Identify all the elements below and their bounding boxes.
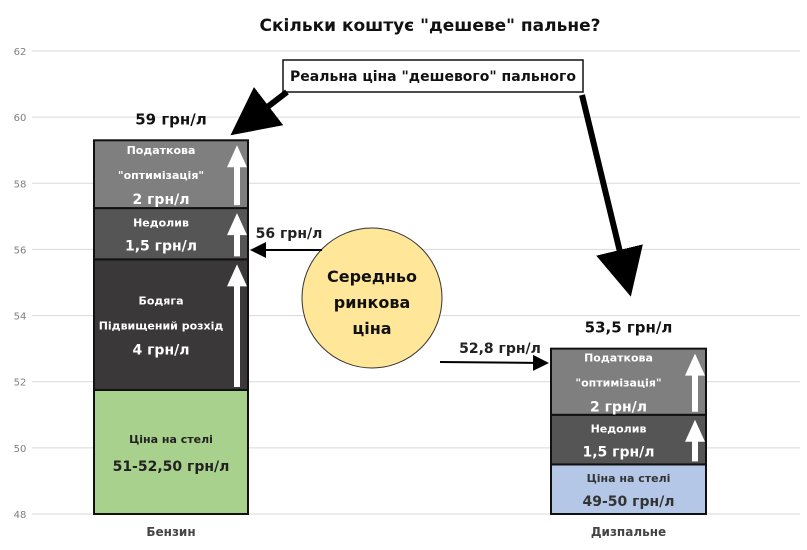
segment-label: Ціна на стелі <box>587 472 671 485</box>
y-tick-label: 48 <box>14 510 27 521</box>
segment-label: 51-52,50 грн/л <box>113 459 230 475</box>
up-arrow-icon <box>227 145 247 206</box>
segment-label: 1,5 грн/л <box>125 239 197 255</box>
circle-label: ринкова <box>334 293 411 312</box>
segment-label: Податкова <box>127 144 196 157</box>
segment-label: Ціна на стелі <box>129 433 213 446</box>
bar-segment <box>93 139 249 210</box>
chart-title: Скільки коштує "дешеве" пальне? <box>260 16 601 36</box>
bar-segment <box>550 413 707 466</box>
arrow-to-diesel <box>439 354 549 371</box>
segment-label: "оптимізація" <box>575 377 661 390</box>
segment-label: 2 грн/л <box>590 400 647 416</box>
x-category-label: Бензин <box>146 525 195 539</box>
segment-label: Податкова <box>584 352 653 365</box>
callout-box <box>282 59 584 93</box>
avg-diesel-label: 52,8 грн/л <box>459 341 541 357</box>
y-tick-label: 56 <box>14 245 27 256</box>
bar-segment <box>93 388 249 516</box>
x-category-label: Дизпальне <box>591 525 666 539</box>
y-tick-label: 50 <box>14 444 27 455</box>
segment-label: 49-50 грн/л <box>582 494 674 510</box>
bar-segment <box>93 258 249 391</box>
segment-label: Недолив <box>591 423 647 436</box>
market-price-circle <box>301 227 443 369</box>
bar-segment <box>550 347 707 416</box>
segment-label: 1,5 грн/л <box>582 445 654 461</box>
y-tick-label: 60 <box>14 113 27 124</box>
up-arrow-icon <box>685 419 705 462</box>
segment-label: "оптимізація" <box>118 169 204 182</box>
circle-label: Середньо <box>327 267 417 286</box>
circle-label: ціна <box>352 319 391 338</box>
y-tick-label: 52 <box>14 378 27 389</box>
y-tick-label: 54 <box>14 312 27 323</box>
y-tick-label: 58 <box>14 179 27 190</box>
up-arrow-icon <box>227 264 247 387</box>
up-arrow-icon <box>227 213 247 257</box>
y-tick-label: 62 <box>14 47 27 58</box>
segment-label: 4 грн/л <box>133 343 190 359</box>
segment-label: Бодяга <box>138 295 183 308</box>
avg-petrol-label: 56 грн/л <box>256 226 323 242</box>
segment-label: Недолив <box>133 217 189 230</box>
segment-label: Підвищений розхід <box>99 320 224 333</box>
segment-label: 2 грн/л <box>133 192 190 208</box>
bar-total-label: 59 грн/л <box>135 110 207 128</box>
callout-arrow-diesel <box>579 94 643 297</box>
callout-text: Реальна ціна "дешевого" пального <box>290 69 576 85</box>
bar-segment <box>550 463 707 515</box>
callout-arrow-petrol <box>230 87 289 136</box>
bar-total-label: 53,5 грн/л <box>585 319 673 337</box>
up-arrow-icon <box>685 353 705 412</box>
